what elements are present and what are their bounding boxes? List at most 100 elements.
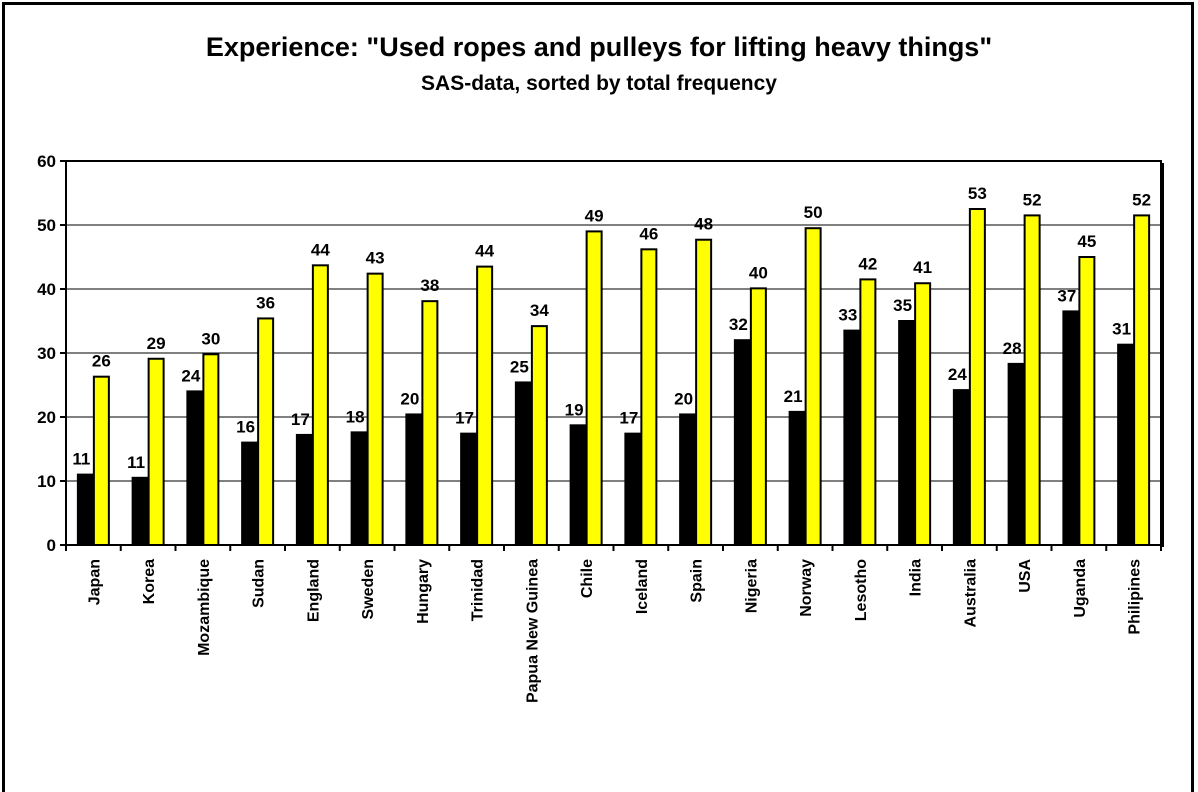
x-category-label: Papua New Guinea <box>524 559 541 703</box>
bar <box>350 431 368 546</box>
data-label: 33 <box>838 306 857 325</box>
y-tick-label: 30 <box>37 344 56 363</box>
data-label: 24 <box>948 365 967 384</box>
x-category-label: Japan <box>86 559 103 605</box>
x-category-label: Spain <box>689 559 706 603</box>
data-label: 43 <box>366 249 385 268</box>
bar <box>968 208 986 546</box>
data-label: 49 <box>585 206 604 225</box>
bar <box>585 230 603 546</box>
data-label: 44 <box>475 242 494 261</box>
data-label: 16 <box>236 418 255 437</box>
data-label: 36 <box>256 293 275 312</box>
x-category-label: Norway <box>798 559 815 617</box>
x-category-label: Korea <box>141 559 158 604</box>
data-label: 41 <box>913 258 932 277</box>
x-category-label: Philipines <box>1127 559 1144 635</box>
data-label: 35 <box>893 296 912 315</box>
x-category-label: Nigeria <box>743 559 760 613</box>
x-category-label: Lesotho <box>853 559 870 621</box>
x-category-label: Uganda <box>1072 559 1089 618</box>
data-label: 53 <box>968 184 987 203</box>
x-category-label: Sweden <box>360 559 377 619</box>
bar <box>859 278 877 546</box>
bar <box>405 413 423 546</box>
bar <box>131 476 149 546</box>
bar <box>1078 256 1096 546</box>
data-label: 17 <box>619 409 638 428</box>
bar <box>804 227 822 546</box>
bar <box>421 300 439 546</box>
data-label: 20 <box>400 389 419 408</box>
x-category-label: Australia <box>962 559 979 628</box>
data-label: 52 <box>1023 190 1042 209</box>
data-label: 40 <box>749 263 768 282</box>
data-label: 34 <box>530 301 549 320</box>
bar <box>695 238 713 546</box>
data-label: 50 <box>804 203 823 222</box>
bar <box>898 320 916 546</box>
y-tick-label: 40 <box>37 280 56 299</box>
data-label: 25 <box>510 357 529 376</box>
bar <box>914 282 932 546</box>
data-label: 20 <box>674 389 693 408</box>
x-category-label: Iceland <box>634 559 651 614</box>
chart-subtitle: SAS-data, sorted by total frequency <box>421 72 777 95</box>
bar <box>186 390 204 546</box>
bar <box>788 410 806 546</box>
y-tick-label: 50 <box>37 216 56 235</box>
bar <box>679 413 697 546</box>
data-label: 17 <box>455 409 474 428</box>
x-category-label: Mozambique <box>196 559 213 656</box>
data-label: 28 <box>1003 339 1022 358</box>
data-label: 11 <box>72 450 90 469</box>
data-label: 11 <box>127 453 145 472</box>
bar <box>366 272 384 546</box>
x-category-label: India <box>908 559 925 596</box>
data-label: 42 <box>858 254 877 273</box>
data-label: 24 <box>181 366 200 385</box>
y-tick-label: 0 <box>47 536 56 555</box>
x-category-label: Chile <box>579 559 596 598</box>
data-label: 44 <box>311 240 330 259</box>
bar <box>76 473 94 547</box>
bar <box>476 265 494 546</box>
x-category-label: Sudan <box>251 559 268 608</box>
data-label: 29 <box>147 334 166 353</box>
bar <box>624 432 642 547</box>
data-label: 52 <box>1132 190 1151 209</box>
data-label: 32 <box>729 315 748 334</box>
bar <box>733 339 751 547</box>
bar <box>569 424 587 547</box>
bar <box>241 441 259 547</box>
bar <box>1062 310 1080 546</box>
bar <box>147 357 165 547</box>
data-label: 38 <box>420 276 439 295</box>
data-label: 37 <box>1057 286 1076 305</box>
bar <box>952 389 970 546</box>
x-category-label: USA <box>1017 559 1034 593</box>
y-tick-label: 10 <box>37 472 56 491</box>
data-label: 19 <box>565 400 584 419</box>
data-label: 17 <box>291 410 310 429</box>
data-label: 45 <box>1077 232 1096 251</box>
bar <box>311 264 329 546</box>
bar <box>92 375 110 546</box>
data-label: 18 <box>346 407 365 426</box>
bar <box>1007 362 1025 546</box>
x-category-label: Hungary <box>415 559 432 624</box>
bar <box>295 433 313 547</box>
bar <box>460 432 478 547</box>
bar <box>1023 214 1041 546</box>
bar <box>640 248 658 546</box>
bar <box>843 329 861 546</box>
plot-area-border <box>65 160 1162 546</box>
bar <box>530 325 548 546</box>
bar <box>257 317 275 546</box>
data-label: 48 <box>694 215 713 234</box>
data-label: 30 <box>201 329 220 348</box>
y-tick-label: 20 <box>37 408 56 427</box>
x-category-label: Trinidad <box>470 559 487 621</box>
bar <box>514 381 532 546</box>
